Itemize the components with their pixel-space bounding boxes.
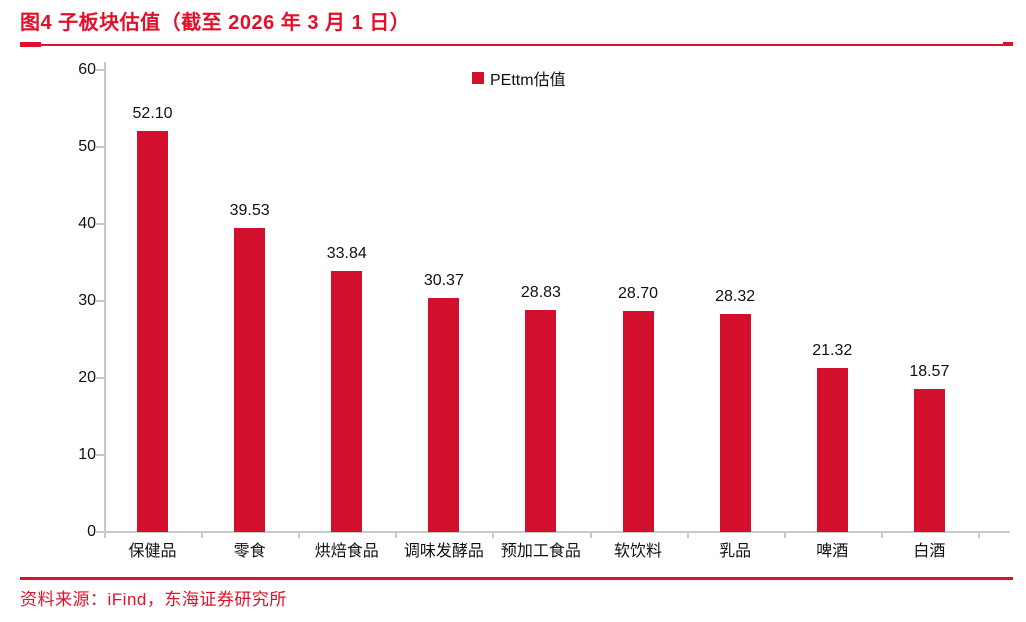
y-axis-tick-label: 0 bbox=[87, 523, 96, 540]
title-underline bbox=[20, 44, 1013, 46]
y-axis-tick-label: 60 bbox=[78, 61, 96, 78]
legend-swatch-icon bbox=[472, 72, 484, 84]
x-axis-tick bbox=[201, 531, 204, 538]
bar-value-label: 52.10 bbox=[132, 104, 173, 122]
y-axis-tick-label: 50 bbox=[78, 138, 96, 155]
x-axis-tick bbox=[104, 531, 106, 538]
bar-白酒 bbox=[913, 389, 945, 532]
x-axis-category-label: 保健品 bbox=[128, 543, 177, 560]
bar-value-label: 30.37 bbox=[423, 272, 464, 290]
x-axis-category-label: 烘焙食品 bbox=[314, 543, 379, 560]
y-axis-tick bbox=[96, 223, 104, 225]
x-axis-category-label: 预加工食品 bbox=[500, 543, 581, 560]
x-axis-category-label: 乳品 bbox=[719, 543, 752, 560]
chart-legend: PEttm估值 bbox=[472, 66, 566, 90]
source-note: 资料来源：iFind，东海证券研究所 bbox=[20, 590, 287, 609]
x-axis-category-label: 零食 bbox=[233, 543, 266, 560]
x-axis-line bbox=[104, 531, 1010, 533]
y-axis-tick-label: 30 bbox=[78, 292, 96, 309]
bar-调味发酵品 bbox=[428, 298, 460, 532]
bar-value-label: 18.57 bbox=[909, 363, 950, 380]
x-axis-tick bbox=[686, 531, 689, 538]
x-axis-tick bbox=[783, 531, 786, 538]
y-axis-tick-label: 20 bbox=[78, 369, 96, 386]
x-axis-tick bbox=[589, 531, 592, 538]
y-axis-tick bbox=[96, 69, 104, 71]
y-axis-tick bbox=[96, 146, 104, 148]
x-axis-tick bbox=[298, 531, 301, 538]
bar-value-label: 28.32 bbox=[715, 287, 756, 305]
figure-title: 图4 子板块估值（截至 2026 年 3 月 1 日） bbox=[20, 12, 411, 34]
y-axis-tick bbox=[96, 300, 104, 302]
bar-啤酒 bbox=[816, 367, 848, 532]
x-axis-tick bbox=[977, 531, 980, 538]
bar-value-label: 28.83 bbox=[520, 284, 561, 301]
y-axis-line bbox=[104, 62, 106, 533]
title-underline-right-cap bbox=[1003, 42, 1013, 46]
legend-label: PEttm估值 bbox=[490, 72, 566, 89]
y-axis-tick bbox=[96, 454, 104, 456]
x-axis-tick bbox=[492, 531, 495, 538]
y-axis-tick bbox=[96, 377, 104, 379]
bar-value-label: 28.70 bbox=[618, 285, 659, 302]
bar-预加工食品 bbox=[525, 310, 557, 532]
x-axis-category-label: 软饮料 bbox=[614, 543, 663, 560]
y-axis-tick-label: 10 bbox=[78, 446, 96, 463]
bar-value-label: 33.84 bbox=[326, 245, 367, 263]
bar-软饮料 bbox=[622, 311, 654, 532]
bar-保健品 bbox=[137, 130, 169, 532]
bar-乳品 bbox=[719, 313, 751, 532]
title-underline-left-cap bbox=[20, 42, 41, 47]
bar-烘焙食品 bbox=[331, 271, 363, 532]
x-axis-tick bbox=[395, 531, 398, 538]
y-axis-tick-label: 40 bbox=[78, 215, 96, 232]
footer-divider bbox=[20, 577, 1013, 580]
bar-value-label: 39.53 bbox=[229, 201, 270, 219]
y-axis-tick bbox=[96, 531, 104, 533]
x-axis-category-label: 啤酒 bbox=[816, 543, 849, 560]
bar-零食 bbox=[234, 227, 266, 532]
bar-value-label: 21.32 bbox=[812, 341, 853, 359]
x-axis-category-label: 白酒 bbox=[913, 543, 946, 560]
x-axis-category-label: 调味发酵品 bbox=[403, 543, 484, 560]
x-axis-tick bbox=[880, 531, 883, 538]
